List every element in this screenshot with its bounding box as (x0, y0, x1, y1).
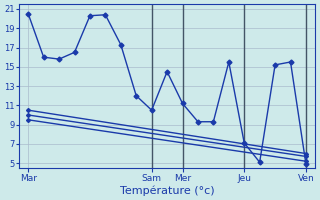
X-axis label: Température (°c): Température (°c) (120, 185, 214, 196)
